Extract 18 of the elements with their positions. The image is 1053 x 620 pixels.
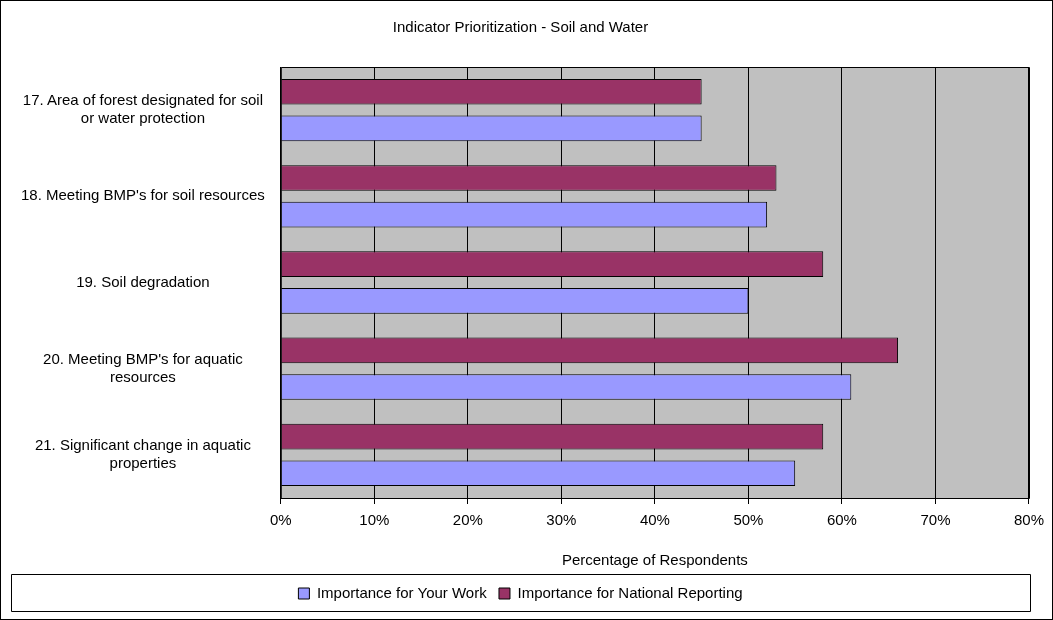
x-tick-label: 50% (733, 511, 764, 529)
x-tick-label: 70% (920, 511, 951, 529)
y-tick-label: 17. Area of forest designated for soil or water protection (22, 91, 263, 127)
x-tick-label: 20% (452, 511, 483, 529)
y-tick-label: 20. Meeting BMP's for aquatic resources (43, 349, 244, 385)
x-tick-label: 0% (269, 511, 292, 529)
y-tick-label: 18. Meeting BMP's for soil resources (21, 186, 265, 204)
chart-title: Indicator Prioritization - Soil and Water (392, 18, 649, 36)
x-axis-title: Percentage of Respondents (561, 551, 748, 569)
legend-label: Importance for Your Work (316, 583, 488, 601)
x-tick-label: 80% (1013, 511, 1044, 529)
x-tick-label: 30% (546, 511, 577, 529)
x-tick-label: 10% (359, 511, 390, 529)
legend-label: Importance for National Reporting (517, 583, 743, 601)
y-tick-label: 19. Soil degradation (76, 272, 210, 290)
x-tick-label: 60% (826, 511, 857, 529)
y-tick-label: 21. Significant change in aquatic properties (34, 436, 252, 472)
x-tick-label: 40% (639, 511, 670, 529)
